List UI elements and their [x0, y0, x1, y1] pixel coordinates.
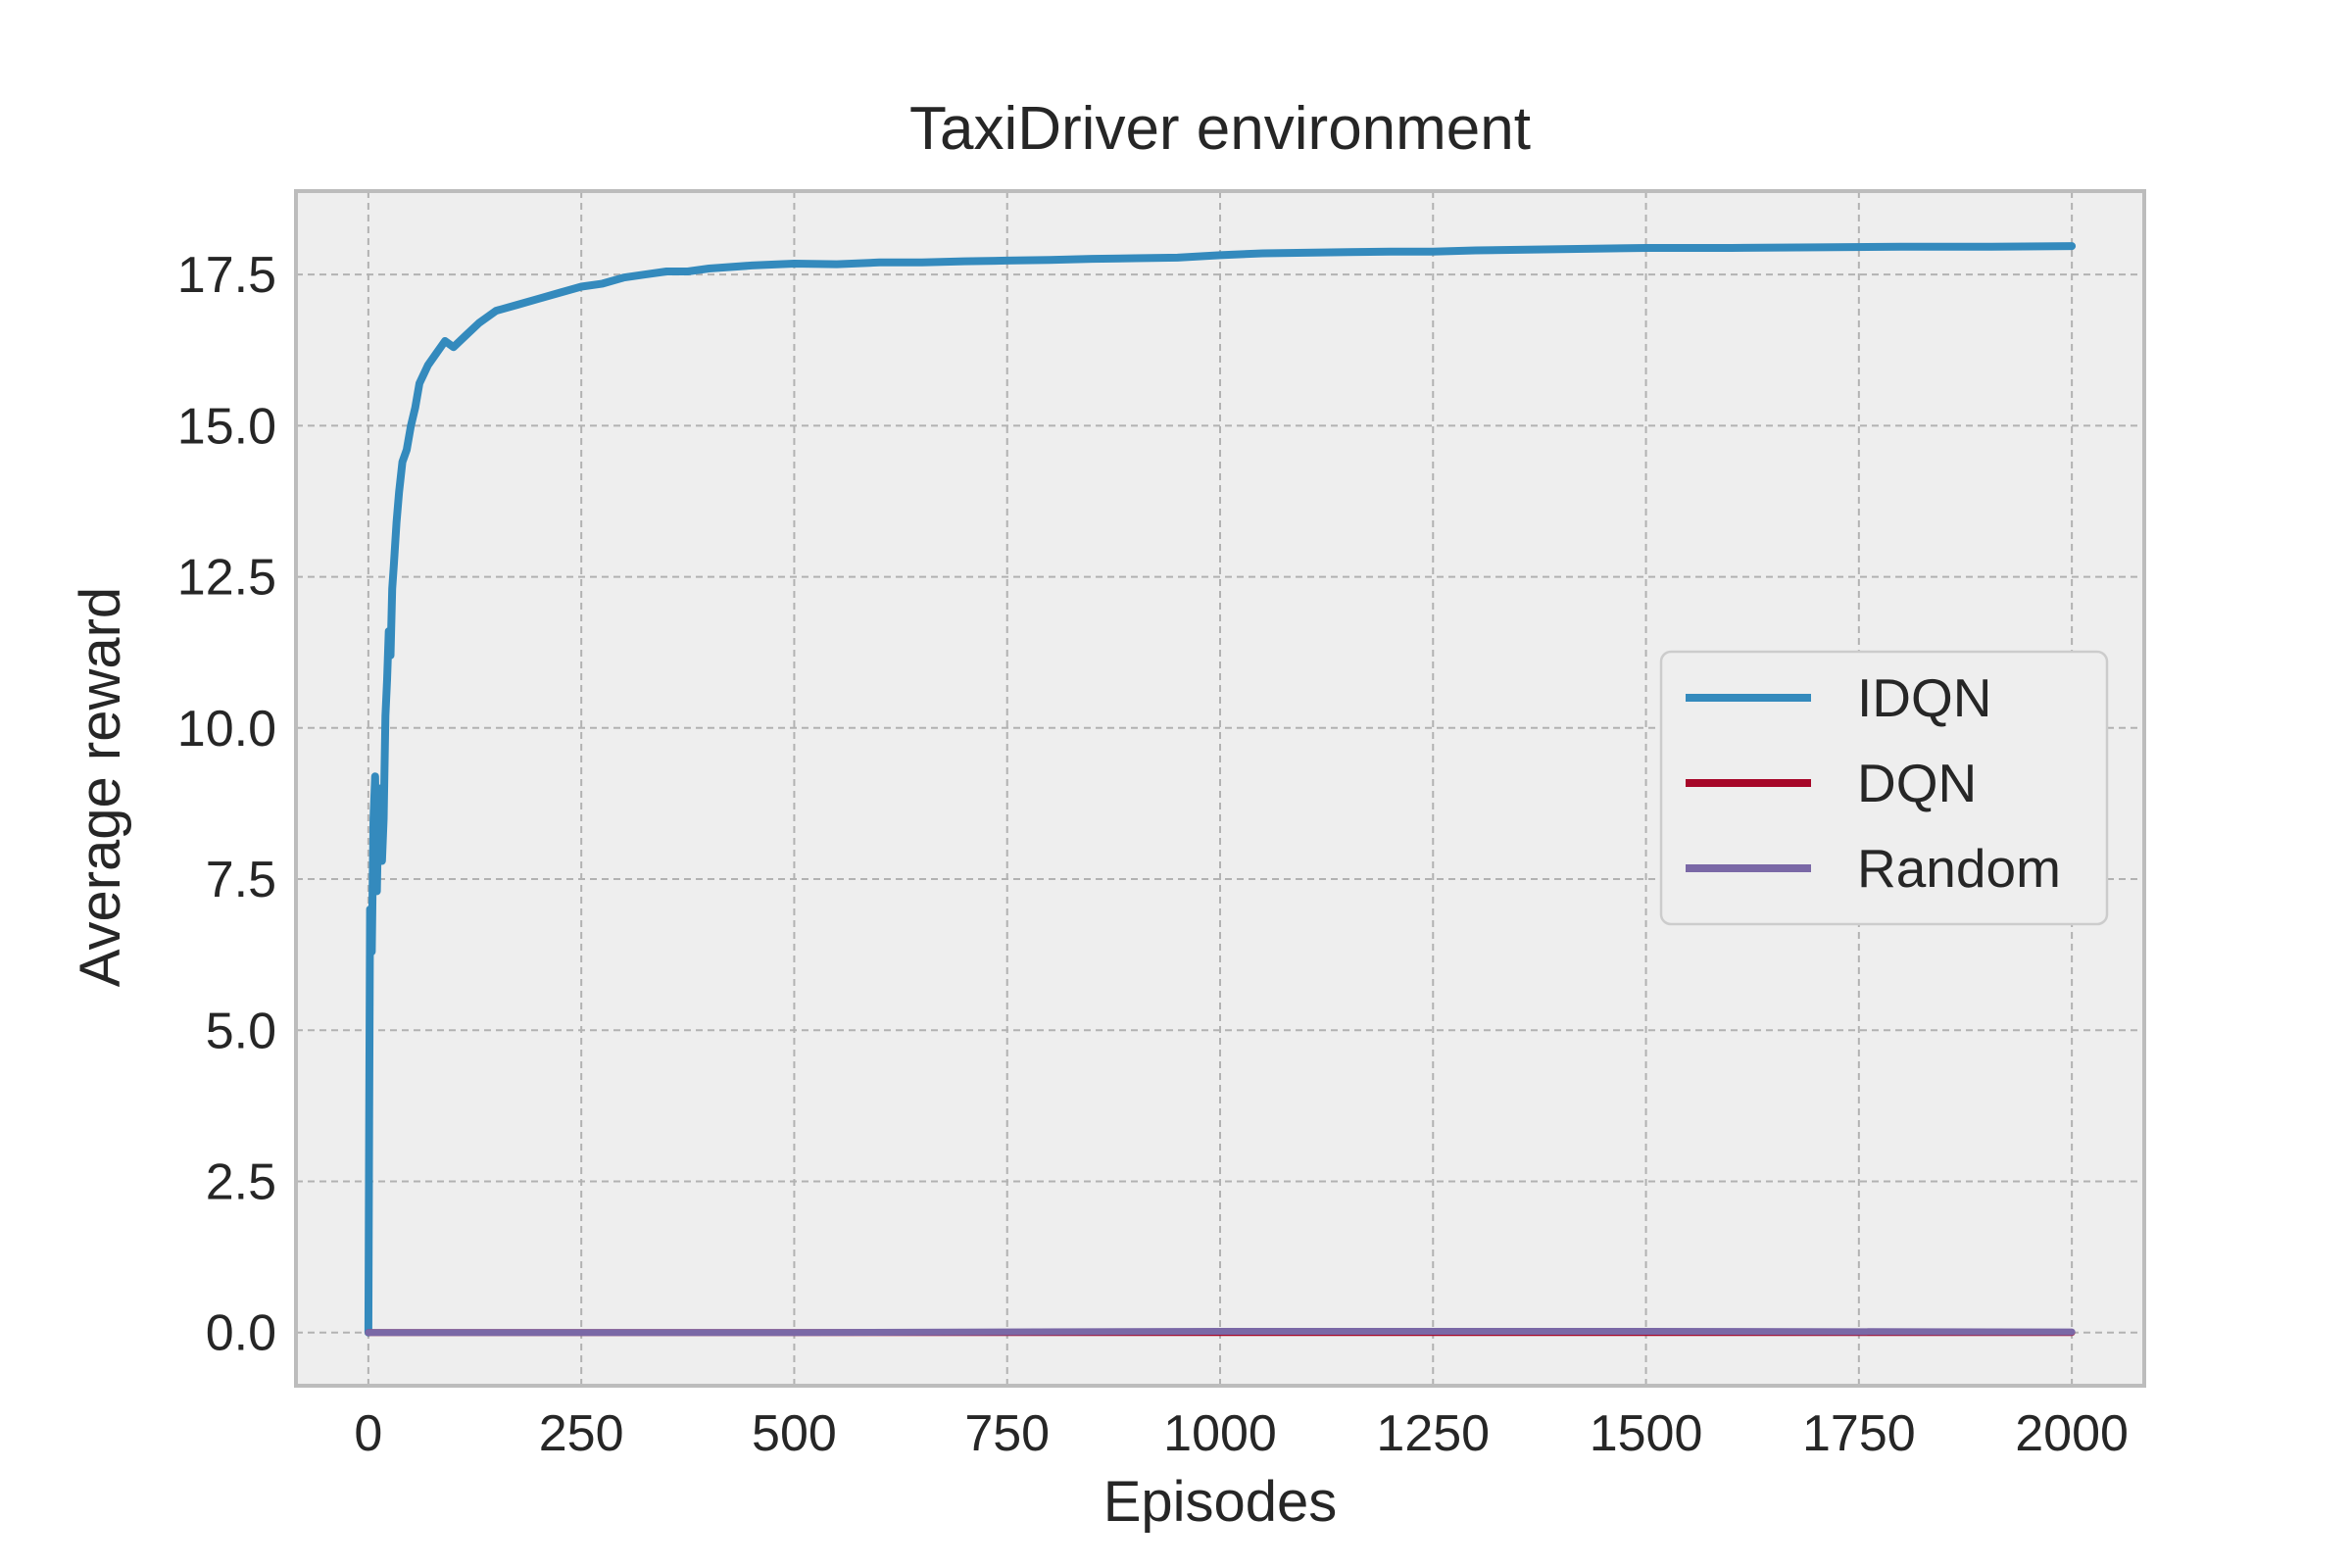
chart-title: TaxiDriver environment: [909, 95, 1531, 163]
y-tick-label: 5.0: [206, 1003, 276, 1059]
legend: IDQN DQN Random: [1659, 650, 2109, 926]
y-tick-label: 7.5: [206, 852, 276, 908]
legend-label-idqn: IDQN: [1857, 667, 1992, 728]
x-tick-label: 750: [964, 1405, 1050, 1462]
x-tick-label: 1250: [1376, 1405, 1490, 1462]
legend-label-random: Random: [1857, 838, 2061, 899]
series-lines: [364, 242, 2077, 1337]
y-tick-label: 15.0: [177, 398, 276, 455]
series-line-random: [365, 1328, 2076, 1337]
x-tick-label: 500: [752, 1405, 837, 1462]
x-tick-label: 0: [354, 1405, 382, 1462]
legend-label-dqn: DQN: [1857, 753, 1977, 813]
x-axis-label: Episodes: [1103, 1470, 1338, 1534]
x-tick-label: 250: [539, 1405, 624, 1462]
plot-frame: [294, 189, 2146, 1388]
x-tick-label: 1750: [1802, 1405, 1916, 1462]
y-tick-label: 12.5: [177, 550, 276, 607]
y-axis-label: Average reward: [69, 587, 132, 987]
tick-labels: 0 250 500 750 1000 1250 1500 1750 2000 0.0 2.5 5.0 7…: [177, 247, 2129, 1462]
y-tick-label: 10.0: [177, 701, 276, 758]
y-tick-label: 0.0: [206, 1305, 276, 1362]
series-line-idqn: [364, 242, 2077, 1337]
x-tick-label: 1000: [1163, 1405, 1277, 1462]
y-tick-label: 17.5: [177, 247, 276, 304]
legend-box: [1659, 650, 2109, 926]
x-tick-label: 2000: [2015, 1405, 2129, 1462]
y-tick-label: 2.5: [206, 1153, 276, 1210]
x-tick-label: 1500: [1590, 1405, 1703, 1462]
